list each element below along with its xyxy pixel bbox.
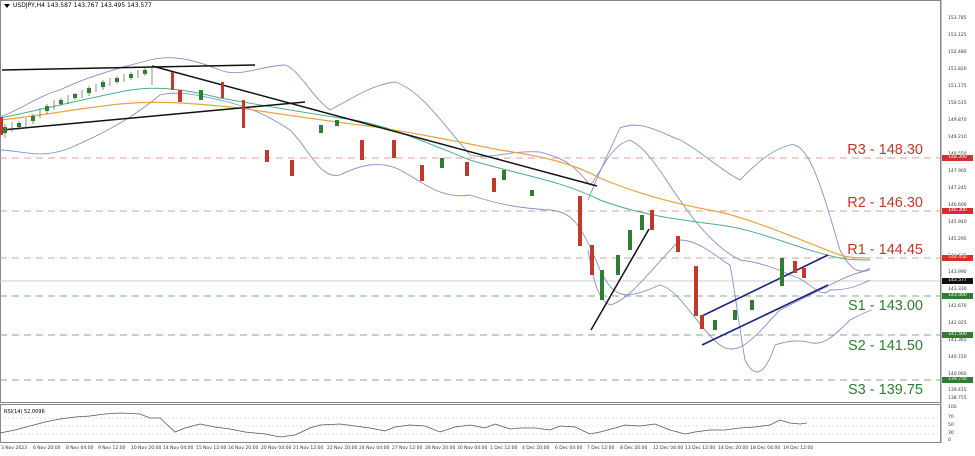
x-tick: 6 Nov 20:00	[33, 446, 61, 451]
y-tick: 152.480	[948, 50, 967, 55]
level-label-r3: R3 - 148.30	[847, 142, 923, 158]
x-tick: 15 Nov 12:00	[196, 446, 227, 451]
y-tick: 138.755	[948, 396, 967, 401]
price-box-r2: 146.300	[942, 208, 973, 214]
x-tick: 19 Dec 12:00	[783, 446, 814, 451]
y-tick: 147.245	[948, 186, 967, 191]
y-tick: 153.125	[948, 33, 967, 38]
level-label-r1: R1 - 144.45	[847, 242, 923, 258]
x-tick: 28 Nov 20:00	[425, 446, 456, 451]
price-box-r1: 144.450	[942, 255, 973, 261]
price-box-s3: 139.750	[942, 377, 973, 383]
x-tick: 12 Dec 04:00	[653, 446, 684, 451]
x-tick: 13 Dec 12:00	[685, 446, 716, 451]
y-tick: 151.820	[948, 67, 967, 72]
level-label-r2: R2 - 146.30	[847, 195, 923, 211]
x-tick: 21 Nov 12:00	[293, 446, 324, 451]
y-tick: 143.990	[948, 270, 967, 275]
y-tick: 145.295	[948, 237, 967, 242]
y-tick: 149.210	[948, 135, 967, 140]
y-tick: 146.600	[948, 203, 967, 208]
x-tick: 30 Nov 04:00	[457, 446, 488, 451]
y-tick: 147.905	[948, 169, 967, 174]
x-tick: 20 Nov 04:00	[261, 446, 292, 451]
rsi-tick: 0	[948, 438, 951, 443]
y-tick: 139.415	[948, 388, 967, 393]
level-label-s2: S2 - 141.50	[848, 338, 923, 354]
x-tick: 9 Nov 12:00	[98, 446, 126, 451]
y-tick: 150.515	[948, 101, 967, 106]
price-box-r3: 148.300	[942, 155, 973, 161]
y-tick: 145.940	[948, 220, 967, 225]
rsi-label: RSI(14) 52.0096	[4, 409, 45, 415]
x-tick: 4 Dec 20:00	[522, 446, 550, 451]
y-tick: 143.330	[948, 287, 967, 292]
x-tick: 10 Nov 20:00	[131, 446, 162, 451]
x-tick: 22 Nov 20:00	[327, 446, 358, 451]
symbol-header: USDJPY,H4 143.587 143.767 143.495 143.57…	[4, 2, 152, 9]
ohlc-values: 143.587 143.767 143.495 143.577	[46, 2, 152, 9]
y-tick: 148.550	[948, 152, 967, 157]
level-label-s1: S1 - 143.00	[848, 298, 923, 314]
x-tick: 8 Dec 20:00	[620, 446, 648, 451]
symbol-label: USDJPY,H4	[13, 2, 45, 9]
y-tick: 140.060	[948, 372, 967, 377]
y-tick: 142.025	[948, 321, 967, 326]
rsi-tick: 70	[948, 415, 954, 420]
x-tick: 14 Dec 20:00	[718, 446, 749, 451]
y-tick: 142.670	[948, 304, 967, 309]
price-box-s2: 141.500	[942, 332, 973, 338]
y-tick: 141.365	[948, 338, 967, 343]
x-tick: 18 Dec 04:00	[750, 446, 781, 451]
x-tick: 16 Nov 20:00	[228, 446, 259, 451]
x-tick: 3 Nov 2023	[1, 446, 27, 451]
x-tick: 7 Dec 12:00	[587, 446, 615, 451]
x-tick: 14 Nov 04:00	[163, 446, 194, 451]
rsi-tick: 30	[948, 431, 954, 436]
rsi-tick: 100	[948, 405, 957, 410]
y-tick: 140.720	[948, 355, 967, 360]
y-tick: 153.785	[948, 16, 967, 21]
current-price-box: 143.577	[942, 278, 973, 284]
x-tick: 1 Dec 12:00	[490, 446, 518, 451]
y-tick: 149.870	[948, 118, 967, 123]
x-tick: 24 Nov 04:00	[359, 446, 390, 451]
x-tick: 27 Nov 12:00	[392, 446, 423, 451]
rsi-tick: 50	[948, 423, 954, 428]
x-tick: 6 Dec 04:00	[555, 446, 583, 451]
level-label-s3: S3 - 139.75	[848, 382, 923, 398]
y-tick: 151.175	[948, 84, 967, 89]
x-tick: 8 Nov 04:00	[66, 446, 94, 451]
dropdown-triangle-icon[interactable]	[4, 3, 10, 8]
price-box-s1: 143.000	[942, 293, 973, 299]
